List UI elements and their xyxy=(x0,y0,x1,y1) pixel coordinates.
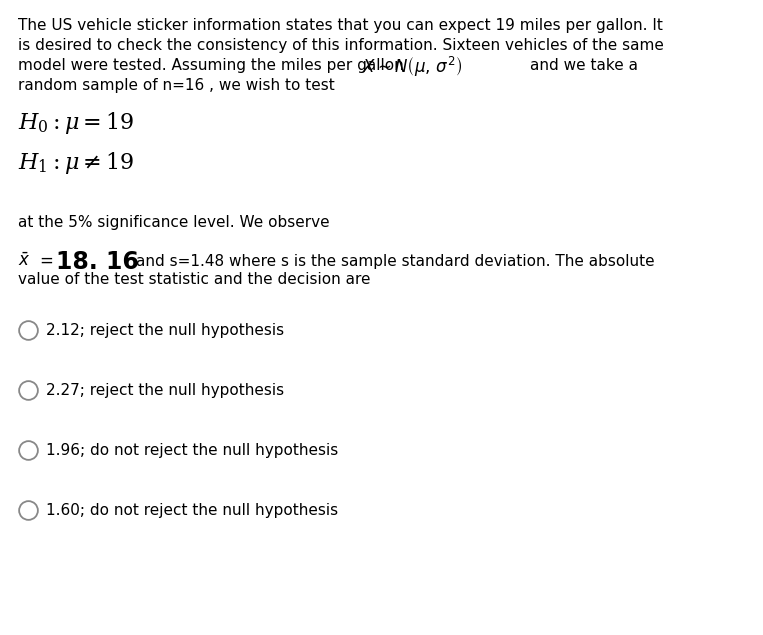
Text: 1.96; do not reject the null hypothesis: 1.96; do not reject the null hypothesis xyxy=(46,443,338,457)
Text: 1.60; do not reject the null hypothesis: 1.60; do not reject the null hypothesis xyxy=(46,502,337,518)
Text: and we take a: and we take a xyxy=(530,58,638,73)
Text: random sample of n=16 , we wish to test: random sample of n=16 , we wish to test xyxy=(18,78,335,93)
Text: and s=1.48 where s is the sample standard deviation. The absolute: and s=1.48 where s is the sample standar… xyxy=(136,254,655,269)
Text: value of the test statistic and the decision are: value of the test statistic and the deci… xyxy=(18,272,371,287)
Text: The US vehicle sticker information states that you can expect 19 miles per gallo: The US vehicle sticker information state… xyxy=(18,18,663,33)
Text: $\bar{x}$: $\bar{x}$ xyxy=(18,252,31,270)
Text: =: = xyxy=(40,252,59,270)
Text: $H_0 : \mu = 19$: $H_0 : \mu = 19$ xyxy=(18,110,134,136)
Text: is desired to check the consistency of this information. Sixteen vehicles of the: is desired to check the consistency of t… xyxy=(18,38,664,53)
Text: at the 5% significance level. We observe: at the 5% significance level. We observe xyxy=(18,215,330,230)
Text: $X{\sim}N\left(\mu,\,\sigma^2\right)$: $X{\sim}N\left(\mu,\,\sigma^2\right)$ xyxy=(362,55,462,79)
Text: 18. 16: 18. 16 xyxy=(56,250,139,274)
Text: 2.12; reject the null hypothesis: 2.12; reject the null hypothesis xyxy=(46,323,284,337)
Text: 2.27; reject the null hypothesis: 2.27; reject the null hypothesis xyxy=(46,382,284,398)
Text: $H_1 : \mu \neq 19$: $H_1 : \mu \neq 19$ xyxy=(18,150,134,176)
Text: model were tested. Assuming the miles per gallon: model were tested. Assuming the miles pe… xyxy=(18,58,409,73)
